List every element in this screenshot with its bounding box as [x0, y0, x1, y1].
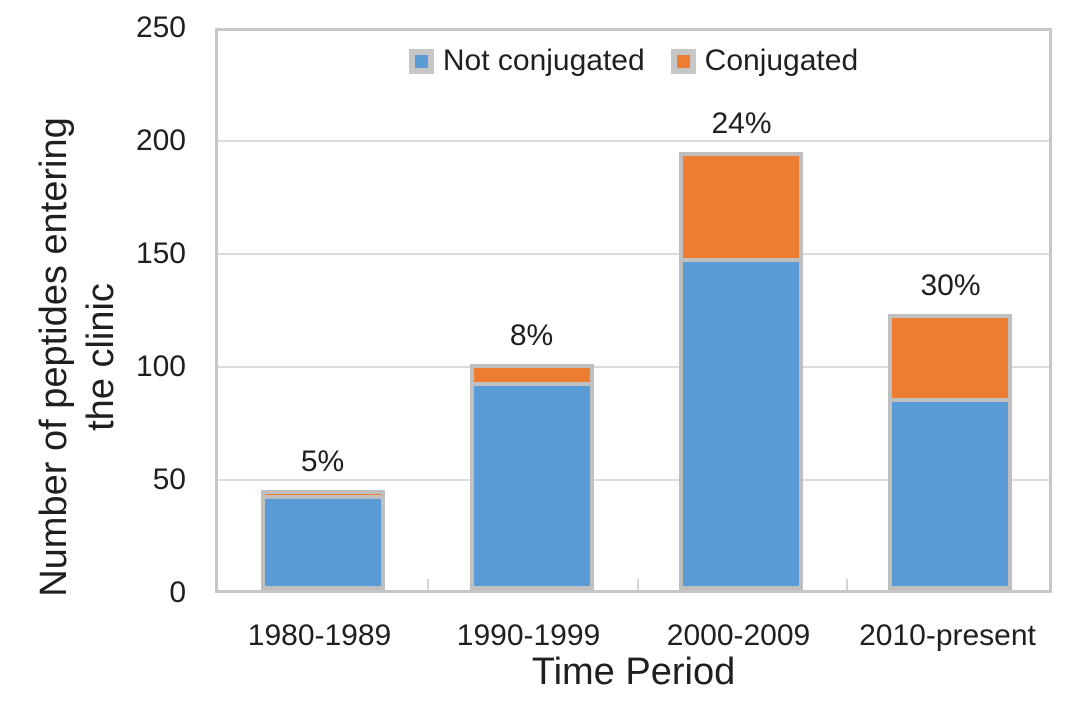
x-axis-title: Time Period — [531, 651, 736, 693]
bar-percent-label: 5% — [300, 445, 345, 478]
x-axis-tick-label: 1980-1989 — [247, 619, 392, 652]
y-axis-tick-label: 0 — [169, 576, 186, 609]
plot-area: Not conjugated Conjugated 5% 8% 24% 30% — [215, 28, 1052, 593]
legend-swatch-conjugated — [670, 48, 696, 74]
y-axis-tick-label: 150 — [135, 237, 186, 270]
x-axis-tick-label: 1990-1999 — [456, 619, 601, 652]
x-axis-tick-label: 2000-2009 — [666, 619, 811, 652]
x-axis-tick-mark — [846, 579, 848, 590]
bar-segment-not-conjugated — [679, 258, 803, 590]
bar-segment-conjugated — [679, 152, 803, 262]
bar-percent-label: 30% — [920, 269, 981, 302]
legend-label-not-conjugated: Not conjugated — [442, 44, 645, 77]
legend-label-conjugated: Conjugated — [704, 44, 859, 77]
bar-segment-not-conjugated — [888, 398, 1012, 590]
legend-item-conjugated: Conjugated — [670, 43, 859, 79]
y-axis-tick-label: 50 — [152, 463, 186, 496]
gridline — [218, 366, 1049, 368]
gridline — [218, 253, 1049, 255]
legend-item-not-conjugated: Not conjugated — [408, 43, 645, 79]
bar-segment-conjugated — [888, 314, 1012, 402]
y-axis-tick-label: 200 — [135, 124, 186, 157]
x-axis-tick-label: 2010-present — [859, 619, 1036, 652]
legend-swatch-not-conjugated — [408, 48, 434, 74]
gridline — [218, 479, 1049, 481]
gridline — [218, 140, 1049, 142]
legend: Not conjugated Conjugated — [218, 43, 1049, 79]
y-axis-tick-label: 250 — [135, 11, 186, 44]
bar-segment-not-conjugated — [470, 382, 594, 590]
bar-segment-not-conjugated — [261, 495, 385, 590]
bar-segment-conjugated — [261, 490, 385, 499]
bar-percent-label: 24% — [711, 107, 772, 140]
x-axis-tick-mark — [427, 579, 429, 590]
bar-percent-label: 8% — [509, 319, 554, 352]
y-axis-tick-label: 100 — [135, 350, 186, 383]
x-axis-tick-mark — [637, 579, 639, 590]
bar-segment-conjugated — [470, 364, 594, 386]
